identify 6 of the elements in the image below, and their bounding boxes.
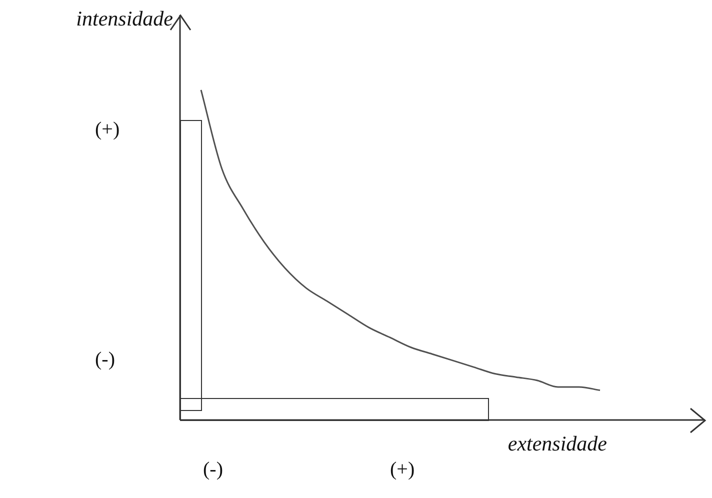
text: (+) (95, 118, 120, 140)
x-axis-title: extensidade (508, 432, 607, 456)
text: (+) (390, 458, 415, 480)
text: (-) (95, 348, 115, 370)
text: (-) (203, 458, 223, 480)
y-axis-title: intensidade (76, 6, 173, 31)
